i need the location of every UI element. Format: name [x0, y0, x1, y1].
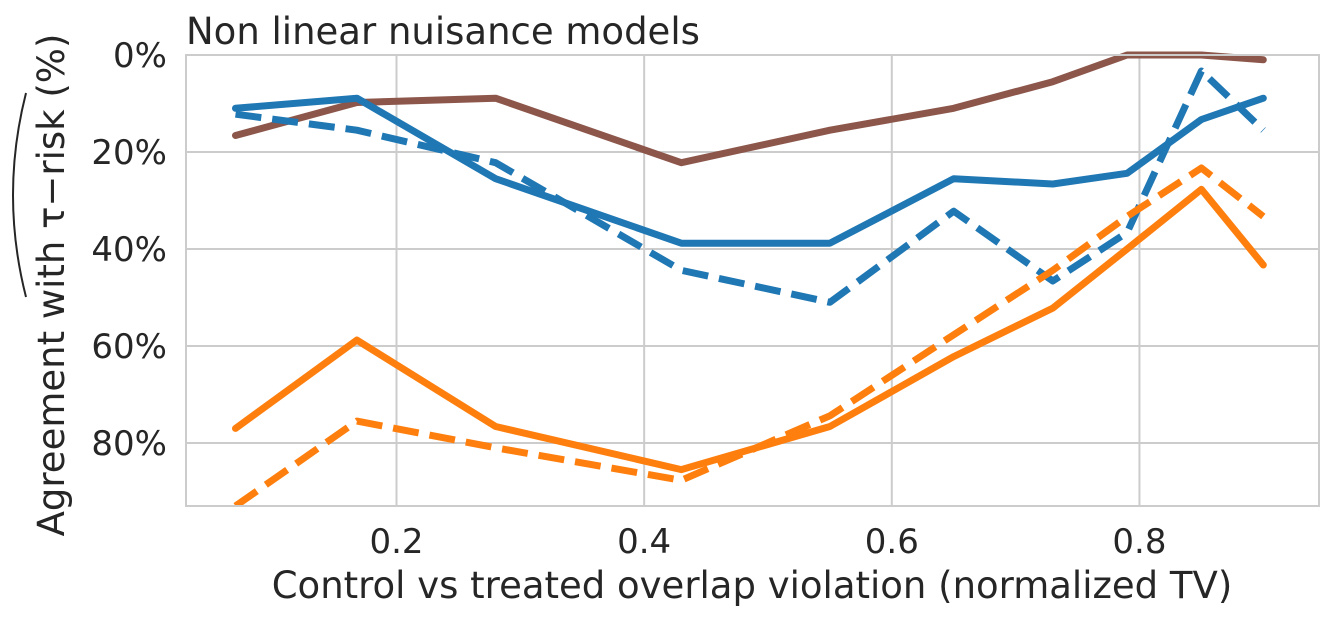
plot-background — [186, 55, 1319, 506]
y-tick-label: 60% — [91, 327, 167, 367]
x-tick-label: 0.2 — [369, 522, 423, 562]
chart-title: Non linear nuisance models — [186, 10, 700, 53]
y-tick-label: 20% — [91, 133, 167, 173]
y-tick-label: 0% — [113, 36, 167, 76]
y-tick-labels: 0% 20% 40% 60% 80% — [91, 36, 167, 464]
series-line-3 — [235, 67, 1266, 306]
x-axis-label: Control vs treated overlap violation (no… — [272, 564, 1233, 607]
x-tick-label: 0.8 — [1112, 522, 1166, 562]
y-axis-label: Agreement with τ−risk (%) — [30, 34, 73, 537]
y-tick-label: 40% — [91, 230, 167, 270]
series-line-5 — [233, 164, 1266, 506]
x-tick-label: 0.4 — [617, 522, 671, 562]
x-tick-label: 0.6 — [865, 522, 919, 562]
y-label-hat-accent — [12, 92, 27, 298]
series-line-4 — [232, 185, 1267, 474]
y-axis-label-group: Agreement with τ−risk (%) — [12, 34, 73, 537]
plot-frame — [185, 54, 1320, 507]
gridlines — [186, 55, 1319, 506]
y-tick-label: 80% — [91, 424, 167, 464]
x-tick-labels: 0.2 0.4 0.6 0.8 — [369, 522, 1166, 562]
